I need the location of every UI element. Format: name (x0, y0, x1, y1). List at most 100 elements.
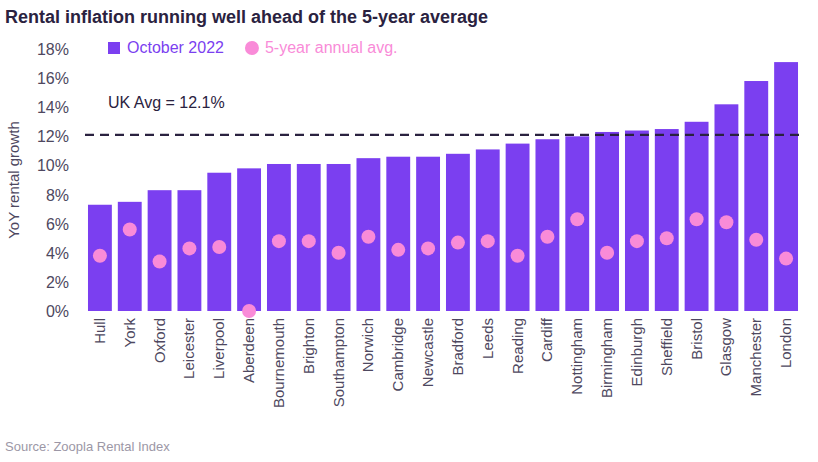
bar (655, 129, 679, 311)
y-tick-label: 12% (37, 128, 69, 145)
dot (451, 236, 465, 250)
dot (660, 231, 674, 245)
x-tick-label: Reading (509, 318, 526, 374)
y-tick-label: 18% (37, 41, 69, 58)
dot (630, 234, 644, 248)
bar (327, 164, 351, 311)
dot (361, 230, 375, 244)
y-tick (81, 311, 85, 312)
x-tick-label: London (777, 318, 794, 368)
y-tick (81, 165, 85, 166)
x-tick-label: Cardiff (538, 317, 555, 362)
x-tick-label: York (121, 318, 138, 348)
y-tick-label: 2% (46, 274, 69, 291)
dot (600, 246, 614, 260)
y-tick (81, 281, 85, 282)
x-tick-label: Southampton (330, 318, 347, 407)
x-tick-label: Edinburgh (628, 318, 645, 386)
x-tick-label: Liverpool (210, 318, 227, 379)
dot (511, 249, 525, 263)
x-tick-label: Norwich (359, 318, 376, 372)
bar (386, 157, 410, 311)
bar (416, 157, 440, 311)
marks (88, 62, 798, 318)
bar (625, 131, 649, 311)
x-tick-label: Aberdeen (240, 318, 257, 383)
y-tick-label: 14% (37, 99, 69, 116)
x-tick-label: Nottingham (568, 318, 585, 395)
bar (685, 122, 709, 311)
y-tick (81, 194, 85, 195)
dot (332, 246, 346, 260)
reference-label: UK Avg = 12.1% (108, 94, 225, 111)
bar (88, 205, 112, 311)
y-tick-label: 6% (46, 216, 69, 233)
bar (595, 132, 619, 311)
y-tick-label: 10% (37, 157, 69, 174)
bar (506, 144, 530, 311)
x-tick-label: Manchester (747, 318, 764, 396)
dot (719, 215, 733, 229)
bar (446, 154, 470, 311)
x-tick-label: Leeds (479, 318, 496, 359)
dot (391, 243, 405, 257)
bar (297, 164, 321, 311)
y-tick-label: 16% (37, 70, 69, 87)
bar (267, 164, 291, 311)
bar (177, 190, 201, 311)
dot (123, 222, 137, 236)
dot (779, 252, 793, 266)
reference-line (85, 134, 805, 136)
title: Rental inflation running well ahead of t… (5, 7, 488, 27)
dot (93, 249, 107, 263)
dot (182, 241, 196, 255)
bar (148, 190, 172, 311)
x-tick-label: Sheffield (658, 318, 675, 376)
x-tick-label: Bristol (688, 318, 705, 360)
y-tick (81, 49, 85, 50)
dot (272, 234, 286, 248)
x-tick-label: Brighton (300, 318, 317, 374)
dot (212, 240, 226, 254)
y-tick-label: 8% (46, 187, 69, 204)
dot (421, 241, 435, 255)
x-tick-label: Cambridge (389, 318, 406, 391)
y-axis-label: YoY rental growth (5, 121, 22, 239)
bar (207, 173, 231, 311)
x-tick-label: Bradford (449, 318, 466, 376)
x-tick-label: Bournemouth (270, 318, 287, 408)
legend-label: October 2022 (127, 39, 224, 56)
dot (690, 212, 704, 226)
y-tick (81, 252, 85, 253)
bar (476, 149, 500, 311)
y-tick-label: 4% (46, 245, 69, 262)
bar (118, 202, 142, 311)
legend-swatch (108, 42, 120, 54)
dot (153, 255, 167, 269)
legend-label: 5-year annual avg. (265, 39, 398, 56)
y-tick (81, 136, 85, 137)
dot (749, 233, 763, 247)
x-tick-label: Glasgow (717, 318, 734, 377)
bar (356, 158, 380, 311)
bar (535, 139, 559, 311)
legend-swatch (245, 41, 259, 55)
dot (540, 230, 554, 244)
y-tick-label: 0% (46, 303, 69, 320)
bar (744, 81, 768, 311)
y-tick (81, 107, 85, 108)
y-tick (81, 223, 85, 224)
bar (237, 168, 261, 311)
x-tick-label: Leicester (180, 318, 197, 379)
x-tick-label: Birmingham (598, 318, 615, 398)
chart: Rental inflation running well ahead of t… (0, 0, 818, 462)
x-tick-label: Oxford (151, 318, 168, 363)
bar (774, 62, 798, 311)
y-tick (81, 78, 85, 79)
dot (242, 304, 256, 318)
source: Source: Zoopla Rental Index (5, 439, 170, 454)
x-tick-label: Newcastle (419, 318, 436, 387)
x-tick-label: Hull (91, 318, 108, 344)
dot (481, 234, 495, 248)
dot (570, 212, 584, 226)
